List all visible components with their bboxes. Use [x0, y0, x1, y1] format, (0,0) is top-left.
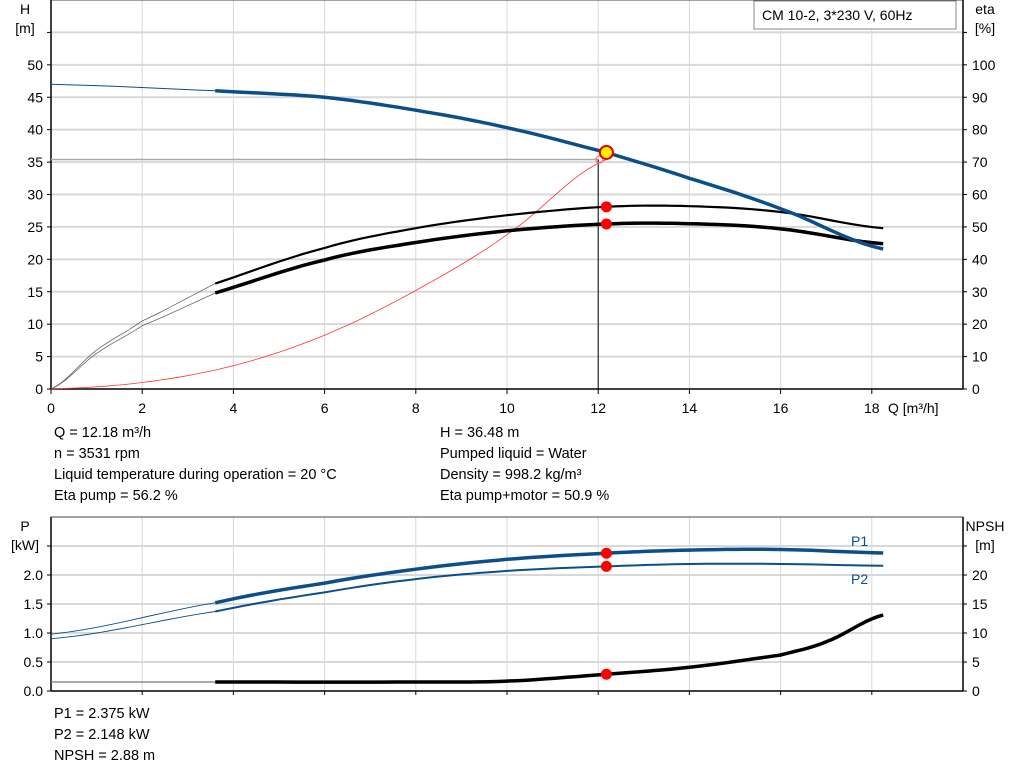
x-tick-label: 6	[321, 400, 329, 416]
info-right: H = 36.48 m Pumped liquid = Water Densit…	[440, 423, 609, 507]
y2-tick-label: 0	[972, 683, 980, 699]
y-tick-label: 0.0	[24, 683, 44, 699]
p1-label: P1	[851, 533, 868, 549]
info-eta-pump: Eta pump = 56.2 %	[54, 488, 178, 504]
p2-curve	[215, 562, 884, 613]
y-axis-unit: [m]	[15, 20, 34, 36]
y-axis-label: P	[20, 518, 29, 534]
info-flow: Q = 12.18 m³/h	[54, 425, 152, 441]
info-p2: P2 = 2.148 kW	[54, 727, 150, 743]
h-curve	[215, 89, 884, 251]
x-tick-label: 8	[412, 400, 420, 416]
y2-tick-label: 10	[972, 625, 988, 641]
y-tick-label: 2.0	[24, 567, 44, 583]
eta-pump-curve-extension	[50, 283, 216, 390]
p1-curve-extension	[50, 602, 216, 635]
info-density: Density = 998.2 kg/m³	[440, 467, 582, 483]
p2-point	[600, 560, 612, 572]
chart-title: CM 10-2, 3*230 V, 60Hz	[762, 7, 912, 23]
y-tick-label: 30	[27, 187, 43, 203]
x-axis-label: Q [m³/h]	[888, 400, 939, 416]
operating-point	[598, 144, 614, 160]
info-npsh: NPSH = 2.88 m	[54, 748, 156, 764]
y2-tick-label: 60	[972, 187, 988, 203]
y-tick-label: 10	[27, 316, 43, 332]
y2-tick-label: 70	[972, 154, 988, 170]
y-tick-label: 5	[35, 349, 43, 365]
y2-tick-label: 20	[972, 567, 988, 583]
y2-tick-label: 5	[972, 654, 980, 670]
info-temperature: Liquid temperature during operation = 20…	[54, 467, 337, 483]
h-curve-extension	[50, 83, 216, 92]
y2-tick-label: 80	[972, 122, 988, 138]
x-tick-label: 18	[864, 400, 880, 416]
npsh-point	[600, 668, 612, 680]
x-tick-label: 16	[773, 400, 789, 416]
y-tick-label: 50	[27, 57, 43, 73]
eta-pump-point	[600, 201, 612, 213]
system-point	[595, 155, 604, 164]
y2-tick-label: 50	[972, 219, 988, 235]
y2-tick-label: 40	[972, 251, 988, 267]
eta-pump-motor-curve	[214, 221, 884, 295]
y2-tick-label: 20	[972, 316, 988, 332]
y2-axis-unit: [m]	[975, 537, 994, 553]
y2-tick-label: 30	[972, 284, 988, 300]
y2-tick-label: 15	[972, 596, 988, 612]
x-tick-label: 4	[230, 400, 238, 416]
chart-title-box	[753, 0, 957, 30]
info-speed: n = 3531 rpm	[54, 446, 140, 462]
info-left: Q = 12.18 m³/h n = 3531 rpm Liquid tempe…	[54, 423, 337, 507]
y2-tick-label: 10	[972, 349, 988, 365]
npsh-curve	[215, 613, 884, 684]
y-tick-label: 0.5	[24, 654, 44, 670]
x-tick-label: 10	[499, 400, 515, 416]
info-eta-pump-motor: Eta pump+motor = 50.9 %	[440, 488, 610, 504]
y2-tick-label: 100	[972, 57, 996, 73]
y-tick-label: 40	[27, 122, 43, 138]
eta-pump-curve	[214, 204, 884, 285]
y2-tick-label: 90	[972, 89, 988, 105]
y-tick-label: 20	[27, 251, 43, 267]
y-axis-label: H	[20, 1, 30, 17]
p2-curve-extension	[50, 611, 216, 640]
x-tick-label: 14	[682, 400, 698, 416]
y-tick-label: 15	[27, 284, 43, 300]
system-curve	[50, 159, 607, 390]
y2-tick-label: 0	[972, 381, 980, 397]
y-tick-label: 25	[27, 219, 43, 235]
p1-point	[600, 547, 612, 559]
y-tick-label: 45	[27, 89, 43, 105]
x-tick-label: 12	[590, 400, 606, 416]
x-tick-label: 0	[47, 400, 55, 416]
eta-pump-motor-point	[600, 218, 612, 230]
y-axis-unit: [kW]	[11, 537, 39, 553]
y2-axis-label: NPSH	[966, 518, 1005, 534]
y-tick-label: 1.0	[24, 625, 44, 641]
info-liquid: Pumped liquid = Water	[440, 446, 587, 462]
x-tick-label: 2	[138, 400, 146, 416]
p2-label: P2	[851, 571, 868, 587]
y2-axis-unit: [%]	[975, 20, 995, 36]
y-tick-label: 35	[27, 154, 43, 170]
y2-axis-label: eta	[975, 1, 995, 17]
y-tick-label: 0	[35, 381, 43, 397]
y-tick-label: 1.5	[24, 596, 44, 612]
eta-pump-motor-curve-extension	[50, 292, 216, 390]
p1-curve	[214, 547, 884, 605]
info-bottom: P1 = 2.375 kW P2 = 2.148 kW NPSH = 2.88 …	[54, 704, 155, 767]
info-p1: P1 = 2.375 kW	[54, 706, 150, 722]
info-head: H = 36.48 m	[440, 425, 520, 441]
